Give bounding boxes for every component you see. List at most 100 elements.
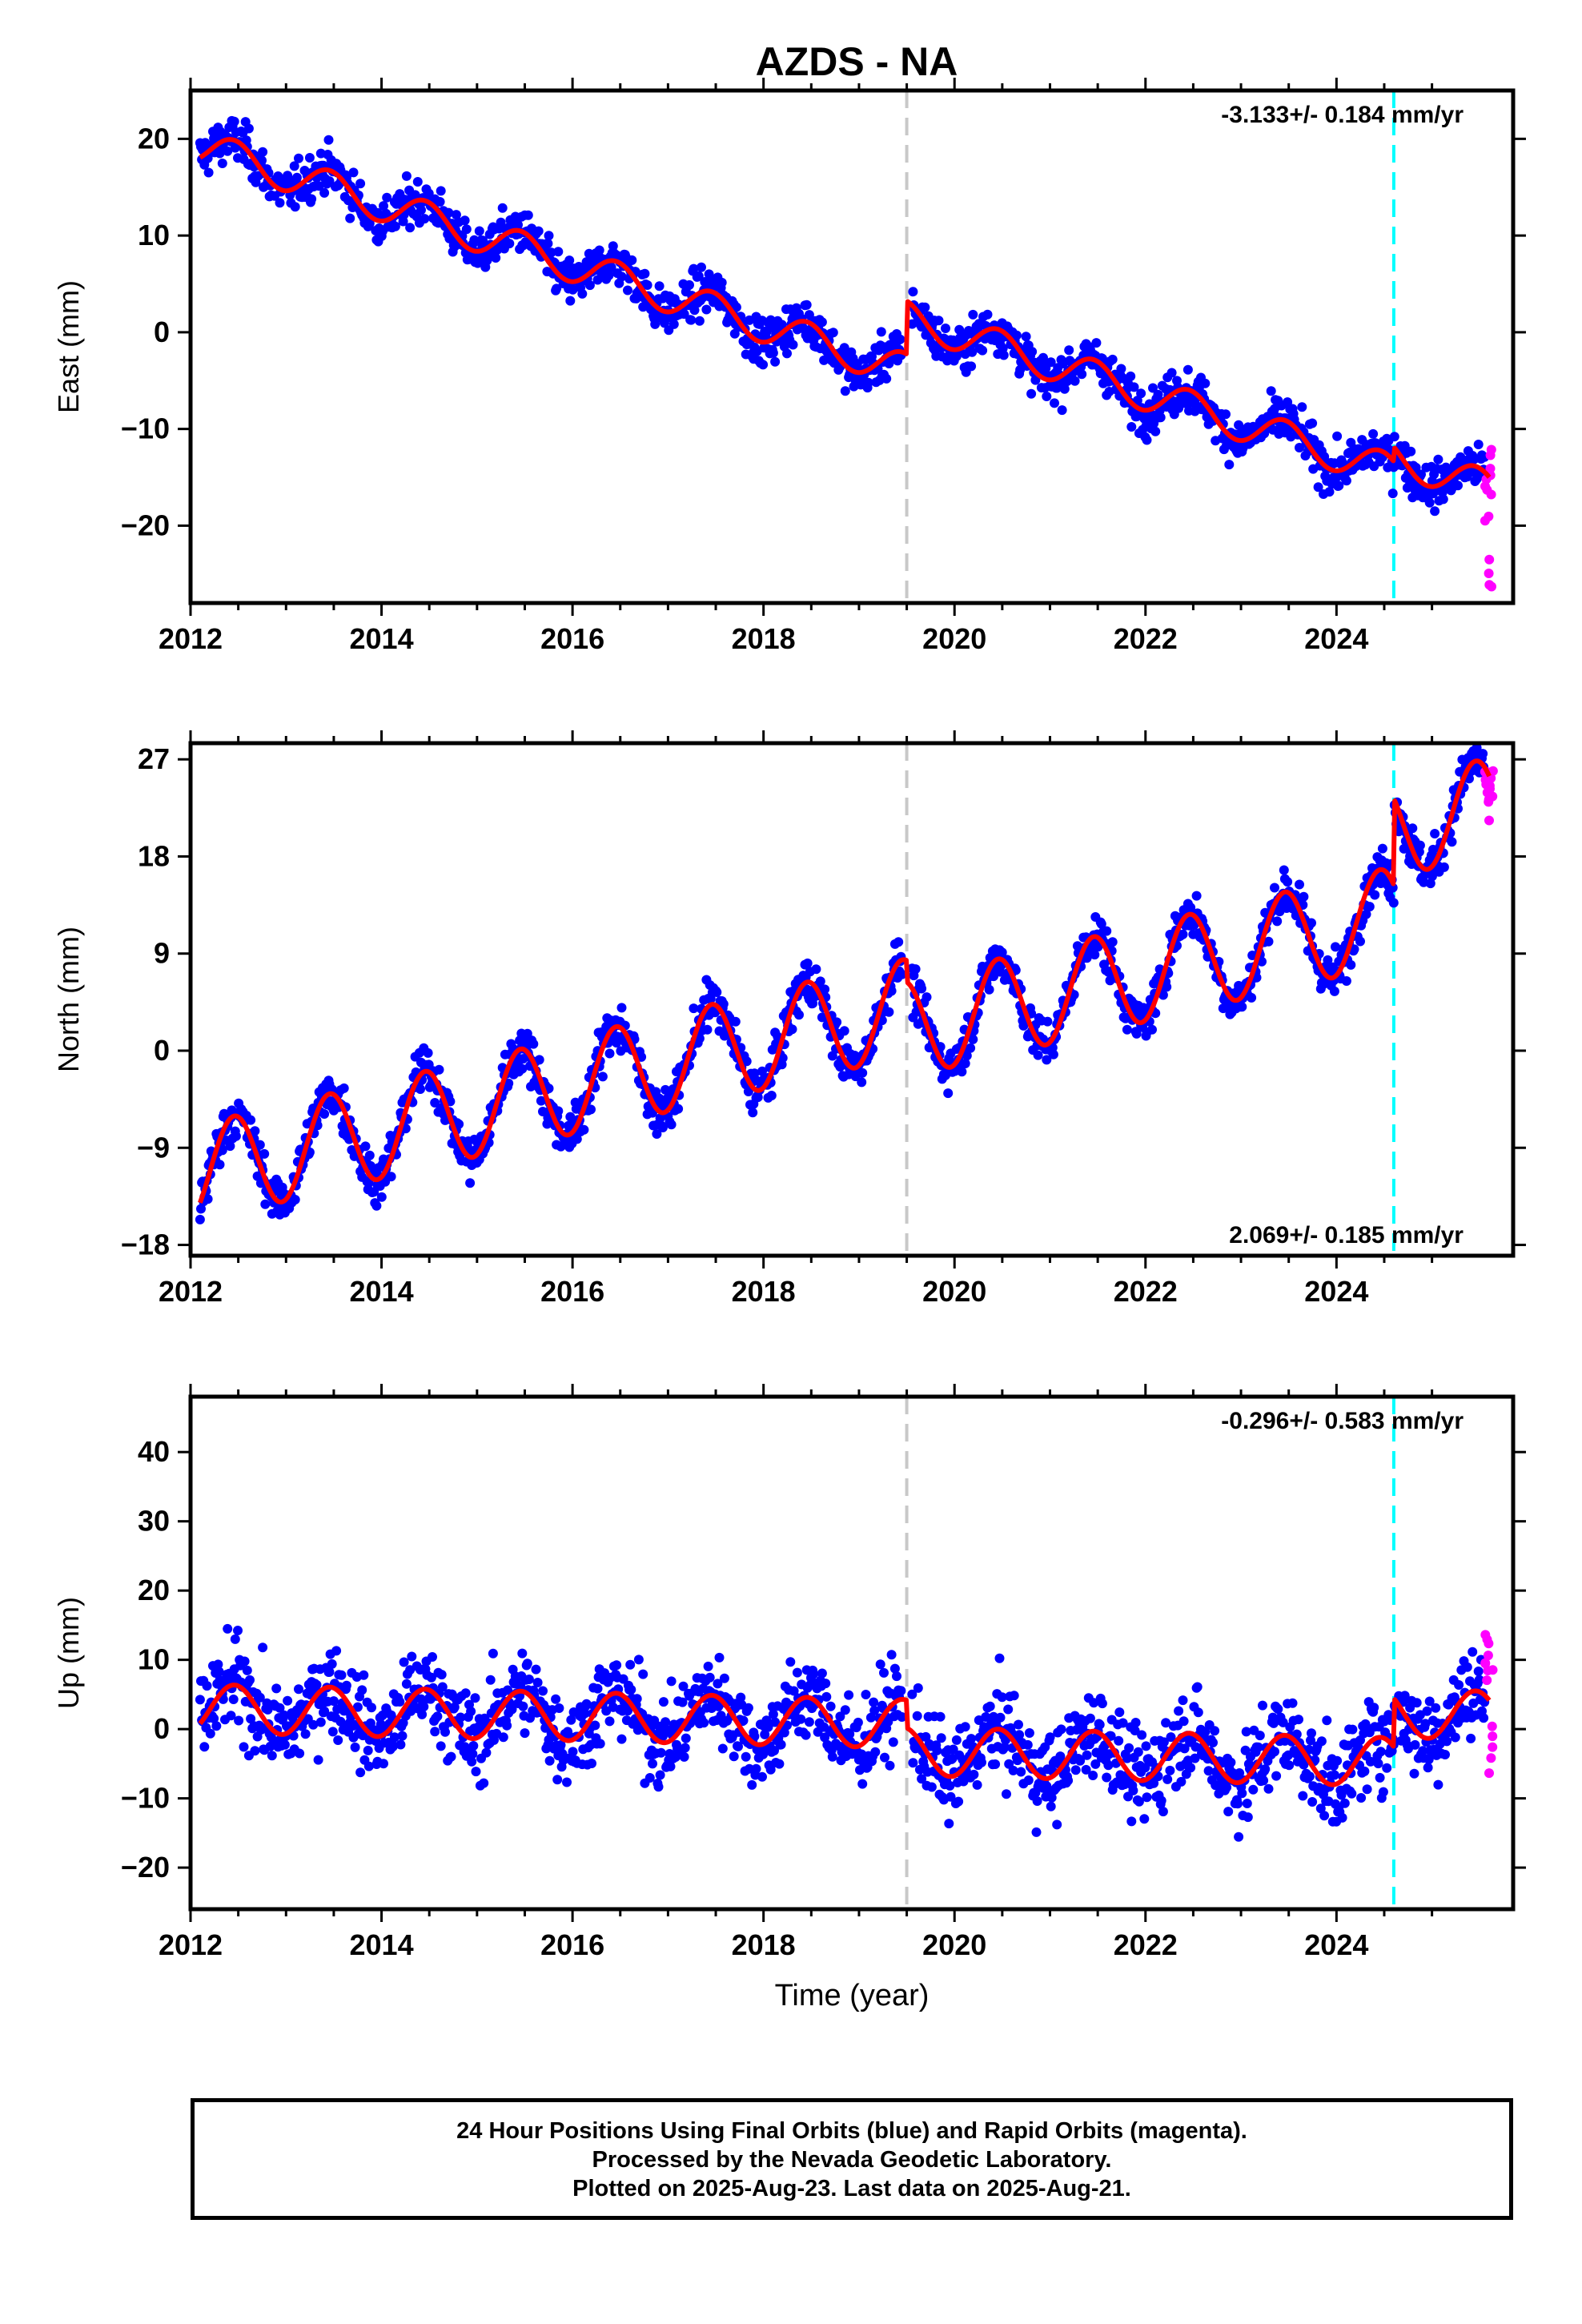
data-point <box>1473 440 1484 449</box>
data-point <box>1178 1695 1188 1706</box>
data-point <box>677 1697 688 1707</box>
data-point <box>1132 396 1142 406</box>
data-point <box>1362 1784 1372 1795</box>
x-tick-label: 2022 <box>1114 622 1178 655</box>
data-point <box>485 1675 496 1685</box>
data-point <box>1271 1771 1282 1781</box>
data-point <box>1023 1775 1034 1785</box>
data-point <box>921 992 932 1003</box>
model-curve <box>198 1683 1492 1787</box>
data-point <box>869 1697 879 1707</box>
data-point <box>1140 1763 1150 1773</box>
data-point <box>943 1088 954 1099</box>
data-point <box>267 1751 277 1761</box>
data-point <box>358 1731 368 1741</box>
y-axis-label: East (mm) <box>52 280 85 413</box>
data-point <box>1193 1707 1203 1718</box>
data-point <box>520 1728 530 1739</box>
data-point <box>957 1067 967 1077</box>
rapid-data-point <box>1485 464 1496 474</box>
data-point <box>364 219 375 228</box>
data-point <box>1387 883 1398 893</box>
data-point <box>1295 443 1304 452</box>
data-point <box>1162 1774 1173 1784</box>
data-point <box>666 1120 677 1130</box>
x-tick-label: 2018 <box>732 622 796 655</box>
data-point <box>339 1083 349 1093</box>
y-tick-label: −9 <box>137 1131 170 1164</box>
data-point <box>1126 1816 1137 1827</box>
data-point <box>913 1683 923 1693</box>
data-point <box>1097 1699 1107 1709</box>
data-point <box>363 1745 373 1755</box>
data-point <box>889 1663 900 1674</box>
data-point <box>945 1780 955 1791</box>
data-point <box>766 1091 777 1100</box>
data-point <box>522 1659 532 1669</box>
data-point <box>1295 879 1304 890</box>
data-point <box>1056 1724 1066 1735</box>
data-point <box>1272 916 1283 927</box>
data-point <box>1430 506 1440 517</box>
data-point <box>313 1755 323 1765</box>
data-point <box>460 1688 471 1699</box>
data-point <box>376 1192 387 1202</box>
data-point <box>379 1759 388 1769</box>
data-point <box>544 1755 555 1766</box>
footer-line-3: Plotted on 2025-Aug-23. Last data on 202… <box>572 2176 1131 2201</box>
data-point <box>1048 1049 1058 1059</box>
data-point <box>604 1048 615 1059</box>
y-tick-label: 20 <box>138 122 170 155</box>
data-point <box>821 1691 832 1702</box>
x-tick-label: 2016 <box>540 1928 604 1961</box>
data-point <box>513 219 523 230</box>
data-point <box>1082 1750 1092 1760</box>
data-point <box>990 1759 1001 1769</box>
data-point <box>271 1683 282 1694</box>
data-point <box>886 1650 897 1660</box>
y-axis-label: North (mm) <box>52 927 85 1072</box>
data-point <box>1133 1747 1143 1757</box>
data-point <box>1094 1719 1105 1730</box>
data-point <box>769 1746 779 1755</box>
data-point <box>1347 1788 1357 1799</box>
data-point <box>888 1737 898 1747</box>
data-point <box>1313 482 1323 493</box>
data-point <box>995 1712 1006 1723</box>
data-point <box>371 1200 382 1211</box>
data-point <box>1253 1742 1263 1752</box>
rapid-data-point <box>1482 1634 1492 1645</box>
data-point <box>465 1178 476 1188</box>
data-point <box>587 1759 596 1768</box>
data-point <box>985 1701 995 1711</box>
data-point <box>211 1721 222 1731</box>
data-point <box>1266 386 1276 396</box>
data-point <box>1259 1775 1269 1786</box>
data-point <box>936 1733 946 1743</box>
data-point <box>1200 1727 1211 1737</box>
data-point <box>359 1670 369 1680</box>
data-point <box>857 1068 868 1078</box>
data-point <box>714 1652 725 1663</box>
data-point <box>355 1767 366 1778</box>
data-point <box>419 1702 429 1712</box>
data-point <box>1273 1704 1283 1715</box>
data-point <box>517 1063 528 1074</box>
rate-label: 2.069+/- 0.185 mm/yr <box>1229 1222 1464 1248</box>
data-point <box>912 1711 922 1721</box>
data-point <box>809 1669 819 1679</box>
x-tick-label: 2024 <box>1304 1275 1368 1308</box>
data-point <box>436 186 446 196</box>
data-point <box>697 262 706 272</box>
data-point <box>689 263 699 274</box>
data-point <box>1161 1718 1171 1728</box>
data-point <box>1222 1782 1232 1792</box>
data-point <box>1178 929 1188 939</box>
data-point <box>543 239 553 249</box>
data-point <box>966 361 977 372</box>
data-point <box>1210 1726 1220 1736</box>
y-tick-label: 18 <box>138 839 170 872</box>
data-point <box>1410 1739 1420 1750</box>
data-point <box>428 1652 437 1662</box>
data-point <box>327 1727 338 1737</box>
